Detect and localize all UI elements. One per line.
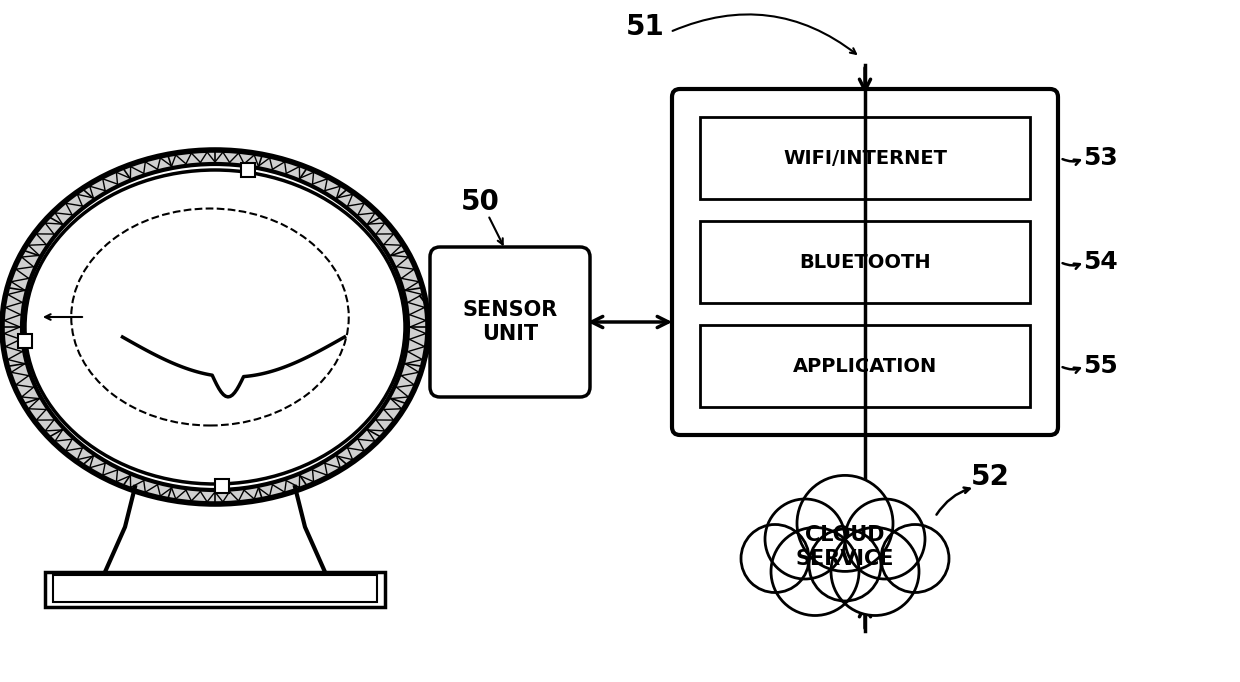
Text: SENSOR
UNIT: SENSOR UNIT bbox=[463, 300, 558, 344]
Text: 54: 54 bbox=[1083, 250, 1117, 274]
Text: APPLICATION: APPLICATION bbox=[792, 357, 937, 376]
Text: 51: 51 bbox=[626, 13, 665, 41]
Text: CLOUD
SERVICE: CLOUD SERVICE bbox=[796, 525, 894, 569]
Circle shape bbox=[831, 527, 919, 615]
Text: 53: 53 bbox=[1083, 146, 1117, 170]
Bar bbox=[241, 164, 255, 177]
FancyBboxPatch shape bbox=[430, 247, 590, 397]
Circle shape bbox=[765, 499, 844, 579]
Ellipse shape bbox=[25, 170, 405, 484]
Circle shape bbox=[797, 475, 893, 572]
FancyBboxPatch shape bbox=[701, 117, 1030, 199]
Circle shape bbox=[742, 524, 808, 593]
Circle shape bbox=[844, 499, 925, 579]
Circle shape bbox=[771, 527, 859, 615]
Text: BLUETOOTH: BLUETOOTH bbox=[800, 252, 931, 271]
Bar bbox=[17, 334, 32, 348]
Circle shape bbox=[880, 524, 949, 593]
Text: 55: 55 bbox=[1083, 354, 1117, 378]
Ellipse shape bbox=[22, 164, 408, 490]
Text: 50: 50 bbox=[460, 188, 500, 216]
FancyBboxPatch shape bbox=[672, 89, 1058, 435]
Text: 52: 52 bbox=[971, 463, 1009, 491]
FancyBboxPatch shape bbox=[701, 325, 1030, 407]
FancyBboxPatch shape bbox=[701, 221, 1030, 303]
Bar bbox=[53, 575, 377, 602]
Circle shape bbox=[808, 529, 880, 601]
Text: WIFI/INTERNET: WIFI/INTERNET bbox=[782, 149, 947, 168]
Ellipse shape bbox=[2, 150, 428, 504]
Bar bbox=[215, 479, 228, 493]
Bar bbox=[45, 572, 384, 607]
